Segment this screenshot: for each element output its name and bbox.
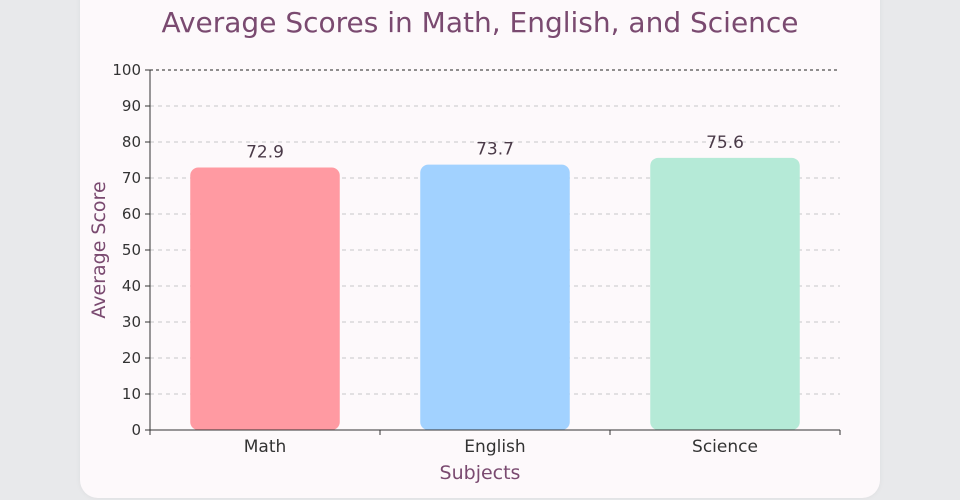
- x-tick-label: Math: [244, 437, 287, 457]
- labels: 0 10 20 30 40 50 60 70 80 90 100 Math 72.9 English 73.…: [112, 61, 758, 457]
- axes: [145, 69, 841, 435]
- bar-math: [190, 167, 340, 430]
- data-label: 75.6: [706, 133, 744, 153]
- x-axis-title: Subjects: [440, 462, 521, 484]
- y-tick-label: 30: [122, 313, 141, 331]
- bar-science: [650, 157, 800, 430]
- data-label: 73.7: [476, 140, 514, 160]
- y-tick-label: 40: [122, 277, 141, 295]
- y-tick-label: 90: [122, 97, 141, 115]
- y-tick-label: 20: [122, 349, 141, 367]
- data-label: 72.9: [246, 143, 284, 163]
- y-tick-label: 100: [112, 61, 141, 79]
- y-tick-label: 60: [122, 205, 141, 223]
- x-tick-label: English: [464, 437, 525, 457]
- chart-title: Average Scores in Math, English, and Sci…: [161, 6, 799, 39]
- y-tick-label: 70: [122, 169, 141, 187]
- y-tick-label: 0: [131, 421, 141, 439]
- bar-english: [420, 164, 570, 430]
- y-tick-label: 10: [122, 385, 141, 403]
- x-tick-label: Science: [692, 437, 758, 457]
- y-tick-label: 50: [122, 241, 141, 259]
- y-tick-label: 80: [122, 133, 141, 151]
- y-axis-title: Average Score: [88, 181, 110, 318]
- bars: [190, 157, 800, 430]
